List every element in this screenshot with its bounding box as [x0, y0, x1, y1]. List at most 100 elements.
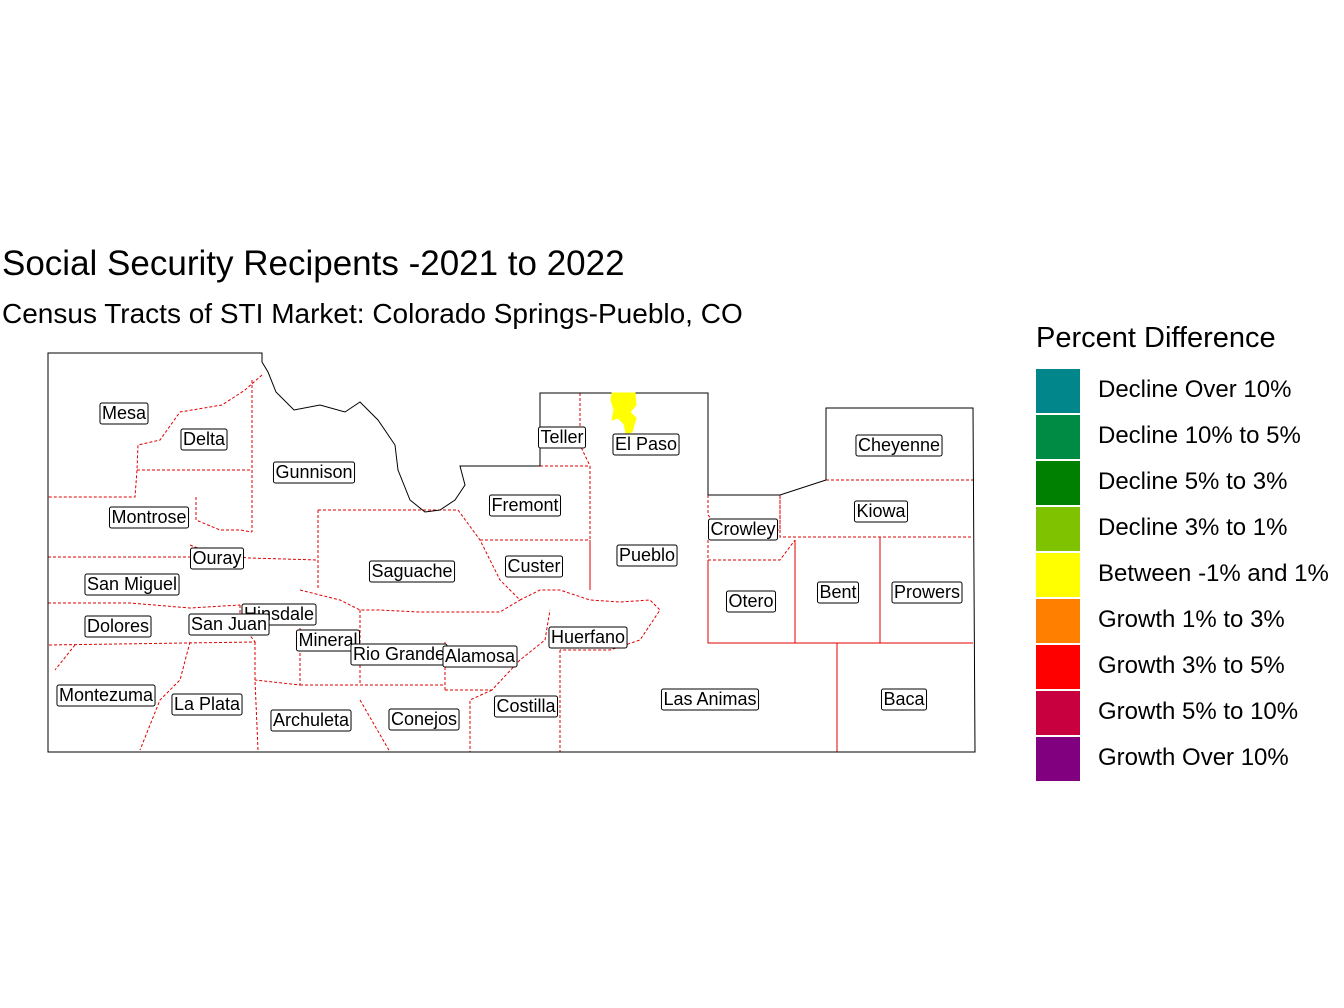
legend-swatch: [1036, 369, 1080, 413]
legend-swatch: [1036, 645, 1080, 689]
county-label-text: Mineral: [298, 630, 357, 650]
county-label: Saguache: [368, 560, 456, 583]
legend-label: Decline 3% to 1%: [1098, 514, 1288, 541]
county-label-box: [537, 426, 587, 449]
legend-item: Growth Over 10%: [1036, 737, 1289, 783]
county-label-text: Mesa: [102, 403, 147, 423]
county-label-text: Alamosa: [445, 646, 516, 666]
county-label-text: Fremont: [491, 495, 558, 515]
county-label-text: Costilla: [496, 696, 556, 716]
county-label: Mesa: [99, 402, 149, 425]
legend-label: Decline 5% to 3%: [1098, 468, 1288, 495]
county-label: Las Animas: [660, 688, 760, 711]
county-label-text: Crowley: [710, 519, 775, 539]
legend-label: Growth Over 10%: [1098, 744, 1289, 771]
county-label: Baca: [880, 688, 928, 711]
legend-swatch: [1036, 737, 1080, 781]
county-label-box: [189, 547, 245, 570]
legend-label: Growth 1% to 3%: [1098, 606, 1285, 633]
county-label: Mineral: [295, 629, 361, 652]
county-label-box: [616, 544, 678, 567]
legend-label: Growth 5% to 10%: [1098, 698, 1299, 725]
county-label-text: San Miguel: [87, 574, 177, 594]
market-area: [48, 353, 975, 752]
county-label: Pueblo: [616, 544, 678, 567]
map-title: Social Security Recipents -2021 to 2022: [2, 244, 625, 283]
legend-swatch: [1036, 507, 1080, 551]
county-label-box: [660, 688, 760, 711]
county-label: Custer: [504, 555, 564, 578]
county-label: Costilla: [493, 695, 559, 718]
legend-label: Growth 3% to 5%: [1098, 652, 1285, 679]
county-label-text: Rio Grande: [353, 644, 445, 664]
county-label-text: Custer: [507, 556, 560, 576]
legend-item: Growth 5% to 10%: [1036, 691, 1298, 737]
county-label: Bent: [816, 581, 860, 604]
county-label-text: San Juan: [191, 614, 267, 634]
county-label: Teller: [537, 426, 587, 449]
legend-item: Between -1% and 1%: [1036, 553, 1329, 599]
county-label-box: [707, 518, 779, 541]
legend: Percent Difference Decline Over 10% Decli…: [1036, 322, 1329, 783]
county-label-box: [368, 560, 456, 583]
county-label-box: [493, 695, 559, 718]
county-label-box: [880, 688, 928, 711]
county-label-box: [891, 581, 963, 604]
county-label: Fremont: [488, 494, 562, 517]
county-label-box: [171, 693, 243, 716]
legend-swatch: [1036, 461, 1080, 505]
county-label-box: [84, 573, 180, 596]
map-subtitle: Census Tracts of STI Market: Colorado Sp…: [2, 298, 743, 329]
legend-items: Decline Over 10% Decline 10% to 5% Decline…: [1036, 369, 1329, 783]
county-label: Kiowa: [853, 500, 909, 523]
legend-item: Decline 5% to 3%: [1036, 461, 1287, 507]
county-label-box: [442, 645, 518, 668]
county-label-box: [548, 626, 628, 649]
county-label-text: Delta: [183, 429, 226, 449]
county-label: El Paso: [612, 433, 680, 456]
county-label-text: Otero: [728, 591, 773, 611]
county-label: Ouray: [189, 547, 245, 570]
county-label: San Juan: [188, 613, 270, 636]
county-label-text: Cheyenne: [858, 435, 940, 455]
county-label-text: Prowers: [894, 582, 960, 602]
county-label-box: [488, 494, 562, 517]
legend-swatch: [1036, 691, 1080, 735]
legend-item: Growth 3% to 5%: [1036, 645, 1285, 691]
county-label-text: La Plata: [174, 694, 241, 714]
county-label-text: El Paso: [615, 434, 677, 454]
county-label-box: [853, 500, 909, 523]
county-label-text: Bent: [819, 582, 856, 602]
county-label: Dolores: [84, 615, 152, 638]
county-label-text: Archuleta: [273, 710, 350, 730]
legend-item: Growth 1% to 3%: [1036, 599, 1285, 645]
county-label-text: Conejos: [391, 709, 457, 729]
county-label-box: [816, 581, 860, 604]
legend-swatch: [1036, 415, 1080, 459]
county-label-text: Kiowa: [856, 501, 906, 521]
county-label-text: Montrose: [111, 507, 186, 527]
county-label-box: [855, 434, 943, 457]
county-label: Cheyenne: [855, 434, 943, 457]
county-label: Conejos: [388, 708, 460, 731]
county-label: Otero: [725, 590, 777, 613]
highlighted-tract: [610, 392, 637, 434]
county-label-box: [295, 629, 361, 652]
legend-label: Decline 10% to 5%: [1098, 422, 1301, 449]
legend-label: Decline Over 10%: [1098, 376, 1292, 403]
county-label-box: [612, 433, 680, 456]
legend-label: Between -1% and 1%: [1098, 560, 1329, 587]
county-label: Montezuma: [56, 684, 156, 707]
county-label-text: Gunnison: [275, 462, 352, 482]
county-label: Archuleta: [270, 709, 352, 732]
county-label-box: [388, 708, 460, 731]
county-label-text: Teller: [540, 427, 583, 447]
county-label-text: Baca: [883, 689, 925, 709]
county-label-box: [188, 613, 270, 636]
county-label-box: [270, 709, 352, 732]
county-label-box: [504, 555, 564, 578]
legend-item: Decline 3% to 1%: [1036, 507, 1287, 553]
county-label-box: [84, 615, 152, 638]
county-labels: Mesa Delta Gunnison Montrose Ouray San Miguel…: [56, 402, 963, 732]
legend-item: Decline Over 10%: [1036, 369, 1291, 415]
